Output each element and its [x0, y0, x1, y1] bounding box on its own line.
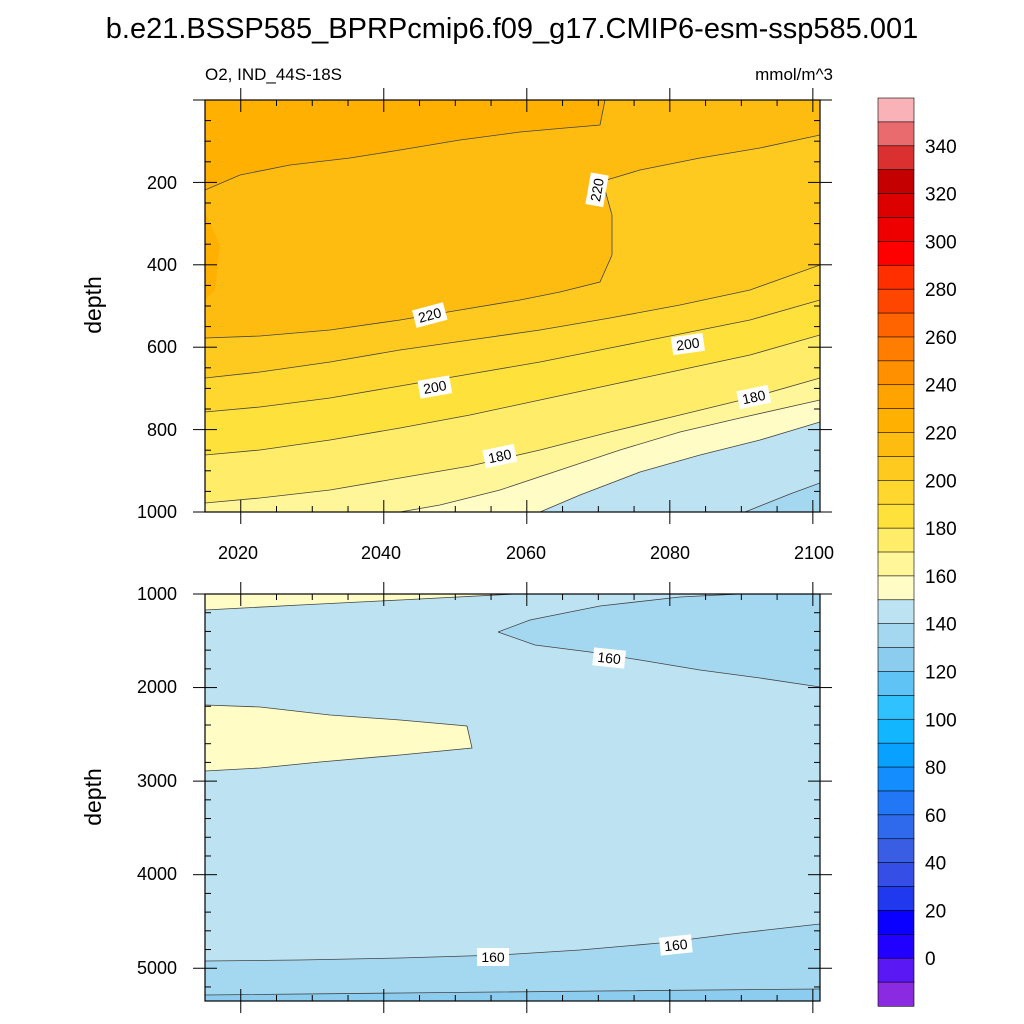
colorbar-label: 320	[925, 185, 957, 206]
upper-panel-contours	[205, 100, 820, 512]
x-tick-label: 2080	[650, 543, 690, 563]
colorbar-label: 260	[925, 328, 957, 349]
x-tick-label: 2020	[218, 543, 258, 563]
colorbar-swatch	[877, 671, 915, 696]
colorbar-label: 120	[925, 663, 957, 684]
colorbar-label: 280	[925, 280, 957, 301]
contour-label: 200	[675, 334, 701, 353]
lower-y-axis-label: depth	[80, 768, 106, 826]
colorbar-swatch	[877, 360, 915, 386]
colorbar-swatch	[877, 408, 915, 434]
colorbar-label: 0	[925, 949, 936, 970]
colorbar-swatch	[877, 432, 915, 458]
contour-label: 220	[416, 304, 443, 326]
colorbar-swatch	[877, 121, 915, 147]
colorbar-label: 40	[925, 854, 946, 875]
y-tick-label: 5000	[137, 958, 177, 978]
colorbar-swatch	[877, 241, 915, 266]
contour-label: 160	[481, 949, 505, 965]
colorbar-label: 140	[925, 615, 957, 636]
colorbar-swatch	[877, 695, 915, 720]
colorbar-swatch	[877, 766, 915, 792]
upper-y-axis-label: depth	[80, 276, 106, 334]
y-tick-label: 200	[147, 173, 177, 193]
colorbar-swatch	[877, 145, 915, 171]
colorbar	[877, 97, 915, 1007]
colorbar-swatch	[877, 336, 915, 362]
colorbar-swatch	[877, 193, 915, 219]
colorbar-swatch	[877, 981, 915, 1007]
y-tick-label: 4000	[137, 864, 177, 884]
y-tick-label: 1000	[137, 584, 177, 604]
contour-label: 180	[487, 446, 513, 467]
y-tick-label: 800	[147, 420, 177, 440]
lower-contour-labels: 160 160 160	[477, 647, 693, 966]
contour-label: 160	[663, 936, 688, 954]
variable-label: O2, IND_44S-18S	[205, 65, 342, 84]
axis-ticks	[193, 88, 832, 1013]
y-tick-label: 2000	[137, 677, 177, 697]
contour-label: 160	[597, 649, 622, 667]
colorbar-swatch	[877, 264, 915, 290]
colorbar-label: 100	[925, 710, 957, 731]
colorbar-swatch	[877, 814, 915, 840]
chart-title: b.e21.BSSP585_BPRPcmip6.f09_g17.CMIP6-es…	[106, 13, 918, 45]
colorbar-swatch	[877, 97, 915, 123]
units-label: mmol/m^3	[755, 65, 833, 84]
colorbar-label: 200	[925, 471, 957, 492]
x-tick-label: 2100	[794, 543, 834, 563]
colorbar-swatch	[877, 910, 915, 935]
colorbar-labels: 3403203002802602402202001801601401201008…	[925, 137, 957, 970]
colorbar-swatch	[877, 288, 915, 314]
colorbar-swatch	[877, 312, 915, 338]
colorbar-swatch	[877, 527, 915, 553]
colorbar-swatch	[877, 742, 915, 768]
colorbar-swatch	[877, 838, 915, 864]
colorbar-swatch	[877, 480, 915, 505]
colorbar-swatch	[877, 790, 915, 816]
x-axis: 2020 2040 2060 2080 2100	[218, 543, 834, 563]
colorbar-swatch	[877, 503, 915, 529]
colorbar-swatch	[877, 623, 915, 649]
colorbar-swatch	[877, 718, 915, 744]
colorbar-label: 340	[925, 137, 957, 158]
colorbar-swatch	[877, 934, 915, 959]
upper-contour-labels: 220 220 200 200 180 180	[411, 172, 772, 469]
upper-y-axis: 200 400 600 800 1000	[137, 173, 177, 522]
y-tick-label: 3000	[137, 771, 177, 791]
y-tick-label: 1000	[137, 502, 177, 522]
colorbar-swatch	[877, 384, 915, 410]
contour-label: 200	[422, 377, 448, 397]
colorbar-swatch	[877, 599, 915, 625]
colorbar-label: 20	[925, 901, 946, 922]
y-tick-label: 600	[147, 337, 177, 357]
colorbar-label: 240	[925, 376, 957, 397]
x-tick-label: 2040	[361, 543, 401, 563]
contour-label: 220	[587, 177, 607, 203]
colorbar-label: 160	[925, 567, 957, 588]
colorbar-label: 220	[925, 424, 957, 445]
lower-panel-contours	[205, 594, 820, 1001]
colorbar-label: 180	[925, 519, 957, 540]
colorbar-label: 80	[925, 758, 946, 779]
colorbar-swatch	[877, 575, 915, 601]
colorbar-swatch	[877, 217, 915, 242]
colorbar-label: 60	[925, 806, 946, 827]
colorbar-label: 300	[925, 232, 957, 253]
colorbar-swatch	[877, 957, 915, 983]
lower-y-axis: 1000 2000 3000 4000 5000	[137, 584, 177, 978]
lower-plot-frame	[204, 593, 821, 1002]
colorbar-swatch	[877, 862, 915, 888]
colorbar-swatch	[877, 551, 915, 577]
contour-label: 180	[741, 387, 767, 408]
colorbar-swatch	[877, 886, 915, 912]
x-tick-label: 2060	[506, 543, 546, 563]
colorbar-swatch	[877, 169, 915, 195]
colorbar-swatch	[877, 647, 915, 673]
colorbar-swatch	[877, 456, 915, 481]
y-tick-label: 400	[147, 255, 177, 275]
